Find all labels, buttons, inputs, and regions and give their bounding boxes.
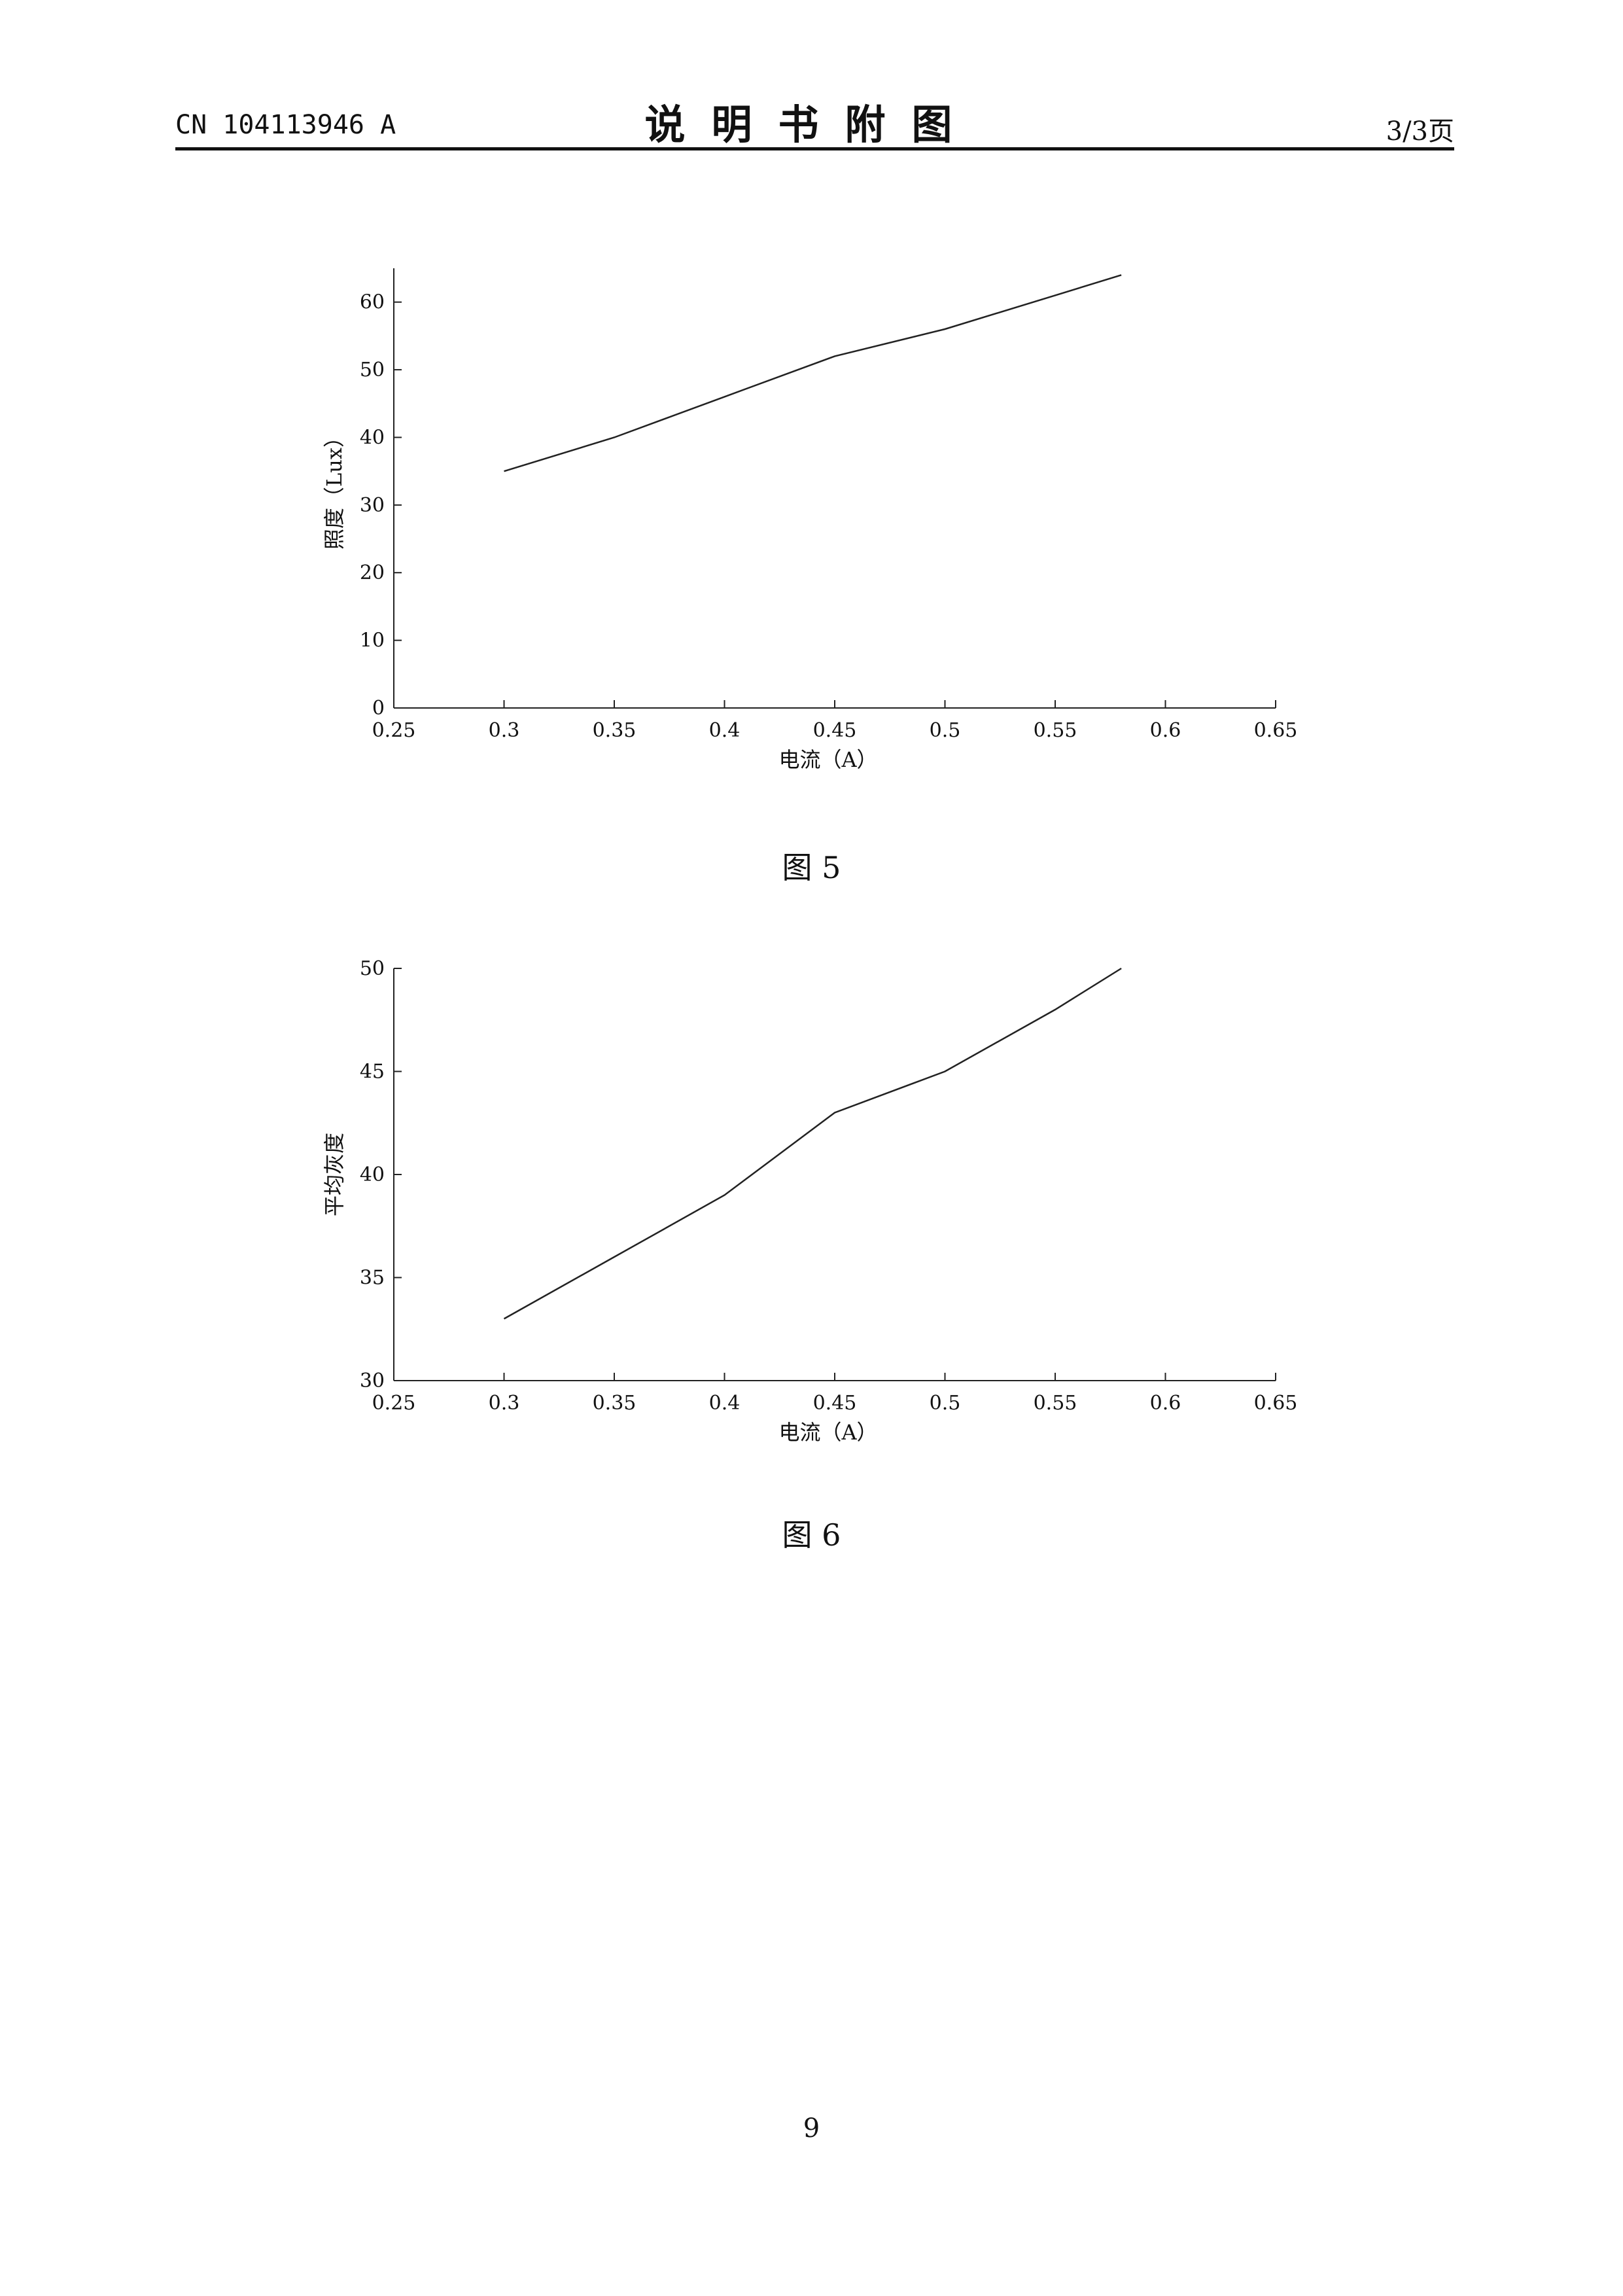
x-tick-label: 0.45 (813, 719, 857, 742)
y-tick-label: 50 (360, 359, 385, 381)
x-tick-label: 0.5 (930, 1392, 961, 1415)
figure-6-caption: 图 6 (0, 1511, 1623, 1555)
page-number: 9 (0, 2113, 1623, 2144)
figure-5-caption: 图 5 (0, 844, 1623, 887)
x-tick-label: 0.35 (593, 1392, 637, 1415)
page-title: 说明书附图 (0, 92, 1623, 150)
y-tick-label: 40 (360, 426, 385, 449)
y-tick-label: 10 (360, 629, 385, 652)
x-tick-label: 0.3 (489, 719, 520, 742)
y-tick-label: 35 (360, 1267, 385, 1290)
page-count: 3/3页 (1386, 110, 1454, 148)
x-tick-label: 0.5 (930, 719, 961, 742)
x-tick-label: 0.45 (813, 1392, 857, 1415)
x-axis-label: 电流（A） (778, 1420, 877, 1445)
y-tick-label: 0 (372, 697, 385, 720)
x-tick-label: 0.25 (372, 719, 416, 742)
series-line (504, 275, 1122, 471)
series-line (504, 968, 1122, 1319)
x-tick-label: 0.4 (709, 719, 741, 742)
header-rule (175, 147, 1454, 150)
y-tick-label: 30 (360, 494, 385, 517)
x-tick-label: 0.55 (1034, 719, 1077, 742)
x-tick-label: 0.55 (1034, 1392, 1077, 1415)
y-axis-label: 平均灰度 (322, 1133, 347, 1216)
x-tick-label: 0.65 (1254, 719, 1298, 742)
x-tick-label: 0.25 (372, 1392, 416, 1415)
x-tick-label: 0.35 (593, 719, 637, 742)
chart-illuminance-vs-current: 0.25 0.3 0.35 0.4 0.45 0.5 0.55 0.6 0.65 0 10 20 30 4… (0, 249, 1623, 785)
y-axis-label: 照度（Lux） (322, 427, 347, 550)
x-tick-label: 0.3 (489, 1392, 520, 1415)
y-tick-label: 20 (360, 561, 385, 584)
y-tick-label: 40 (360, 1163, 385, 1186)
x-tick-label: 0.65 (1254, 1392, 1298, 1415)
x-tick-label: 0.6 (1150, 1392, 1181, 1415)
y-tick-label: 50 (360, 957, 385, 980)
x-tick-label: 0.6 (1150, 719, 1181, 742)
x-axis-label: 电流（A） (778, 747, 877, 772)
chart-gray-vs-current: 0.25 0.3 0.35 0.4 0.45 0.5 0.55 0.6 0.65 30 35 40 45… (0, 936, 1623, 1446)
y-tick-label: 45 (360, 1061, 385, 1084)
x-tick-label: 0.4 (709, 1392, 741, 1415)
y-tick-label: 60 (360, 291, 385, 314)
y-tick-label: 30 (360, 1369, 385, 1392)
